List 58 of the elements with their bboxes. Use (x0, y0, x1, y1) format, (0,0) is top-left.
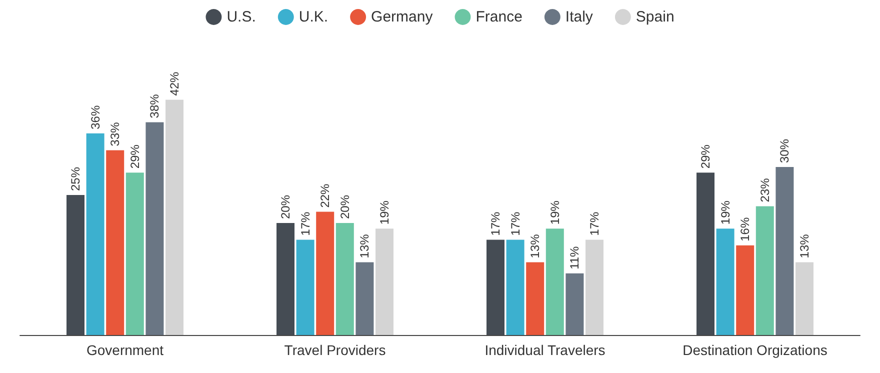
bar (696, 172, 714, 335)
bar (296, 240, 314, 335)
bar (546, 228, 564, 335)
data-label: 22% (318, 183, 332, 208)
bar (776, 167, 794, 335)
data-label: 29% (698, 144, 712, 169)
data-label: 19% (548, 200, 562, 225)
data-label: 33% (108, 122, 122, 146)
bar (356, 262, 374, 335)
bar (86, 133, 104, 335)
bar (106, 150, 124, 335)
legend-label: U.S. (226, 8, 256, 26)
data-label: 20% (338, 194, 352, 219)
legend-label: U.K. (298, 8, 328, 26)
bar (166, 100, 184, 335)
data-label: 13% (358, 234, 372, 258)
bar (506, 240, 524, 335)
data-label: 13% (528, 234, 542, 258)
data-label: 16% (738, 217, 752, 242)
bar (486, 240, 504, 335)
bar (586, 240, 604, 335)
legend-label: France (476, 8, 522, 26)
bar (276, 223, 294, 335)
bar (566, 273, 584, 335)
bar (756, 206, 774, 335)
bar (716, 228, 734, 335)
x-tick-label: Travel Providers (284, 342, 386, 358)
data-label: 23% (758, 178, 772, 202)
bar (316, 212, 334, 335)
bar (796, 262, 814, 335)
data-label: 19% (378, 200, 392, 225)
bar (146, 122, 164, 335)
data-label: 17% (588, 211, 602, 236)
data-label: 17% (488, 211, 502, 236)
x-tick-label: Destination Orgizations (682, 342, 828, 358)
bar (336, 223, 354, 335)
data-label: 36% (88, 105, 102, 130)
legend-label: Italy (565, 8, 594, 26)
data-label: 11% (568, 246, 582, 270)
legend-label: Spain (636, 8, 674, 26)
bar (526, 262, 544, 335)
data-label: 20% (278, 194, 292, 219)
data-label: 25% (68, 166, 82, 191)
data-label: 13% (798, 234, 812, 258)
data-label: 17% (508, 211, 522, 236)
bar (66, 195, 84, 335)
data-label: 29% (128, 144, 142, 169)
bar (126, 172, 144, 335)
legend-label: Germany (371, 8, 434, 26)
bar (376, 228, 394, 335)
data-label: 19% (718, 200, 732, 225)
x-tick-label: Individual Travelers (484, 342, 606, 358)
bar (736, 245, 754, 335)
data-label: 30% (778, 138, 792, 163)
x-tick-label: Government (86, 342, 164, 358)
data-label: 38% (148, 94, 162, 118)
data-label: 42% (168, 71, 182, 96)
data-label: 17% (298, 211, 312, 236)
